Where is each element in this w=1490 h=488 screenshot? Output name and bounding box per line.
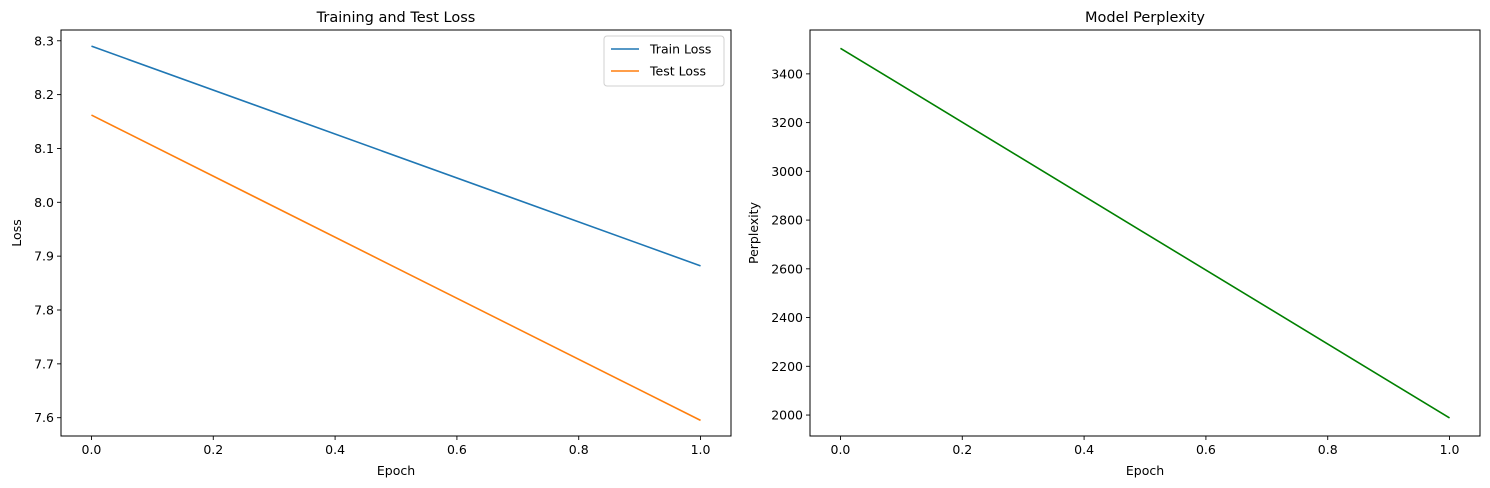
loss-y-tick-label: 8.1: [34, 141, 54, 156]
perplexity-x-tick-label: 0.0: [831, 442, 851, 457]
loss-y-tick-label: 8.2: [34, 87, 54, 102]
perplexity-y-tick-label: 3400: [771, 66, 803, 81]
loss-chart: Training and Test Loss 0.0 0.2 0.4 0.6 0.8 1.…: [9, 10, 732, 478]
loss-y-axis-label: Loss: [9, 219, 24, 246]
loss-line-test-loss: [91, 114, 701, 422]
perplexity-y-tick-label: 2400: [771, 310, 803, 325]
perplexity-y-tick-label: 2600: [771, 261, 803, 276]
perplexity-x-tick-label: 0.6: [1196, 442, 1216, 457]
legend-label-test-loss: Test Loss: [649, 64, 706, 79]
loss-x-tick-label: 0.8: [569, 442, 589, 457]
loss-x-tick-label: 0.4: [325, 442, 345, 457]
perplexity-plot-lines: [840, 47, 1450, 419]
loss-line-train-loss: [91, 45, 701, 267]
loss-y-tick-label: 7.8: [34, 303, 54, 318]
loss-x-tick-label: 1.0: [691, 442, 711, 457]
perplexity-y-tick-label: 2800: [771, 213, 803, 228]
loss-x-ticks: 0.0 0.2 0.4 0.6 0.8 1.0: [82, 436, 711, 457]
perplexity-x-tick-label: 0.8: [1318, 442, 1338, 457]
loss-y-tick-label: 7.6: [34, 410, 54, 425]
perplexity-x-tick-label: 0.4: [1074, 442, 1094, 457]
loss-y-tick-label: 8.0: [34, 195, 54, 210]
perplexity-y-tick-label: 3000: [771, 164, 803, 179]
perplexity-y-tick-label: 2200: [771, 359, 803, 374]
perplexity-y-ticks: 2000 2200 2400 2600 2800 3000 3200 3400: [771, 66, 810, 423]
perplexity-plot-frame: [809, 29, 1481, 437]
loss-chart-title: Training and Test Loss: [316, 10, 476, 26]
loss-plot-frame: [60, 29, 732, 437]
loss-y-ticks: 7.6 7.7 7.8 7.9 8.0 8.1 8.2 8.3: [34, 33, 61, 425]
loss-y-tick-label: 7.9: [34, 249, 54, 264]
perplexity-x-ticks: 0.0 0.2 0.4 0.6 0.8 1.0: [831, 436, 1460, 457]
perplexity-chart: Model Perplexity 0.0 0.2 0.4 0.6 0.8 1.0 2000…: [746, 10, 1481, 478]
perplexity-x-tick-label: 1.0: [1440, 442, 1460, 457]
perplexity-y-tick-label: 2000: [771, 408, 803, 423]
legend-label-train-loss: Train Loss: [649, 42, 711, 57]
perplexity-line-series: [840, 47, 1450, 419]
loss-x-tick-label: 0.6: [447, 442, 467, 457]
perplexity-x-tick-label: 0.2: [952, 442, 972, 457]
loss-y-tick-label: 8.3: [34, 33, 54, 48]
loss-x-tick-label: 0.2: [203, 442, 223, 457]
perplexity-y-axis-label: Perplexity: [746, 201, 761, 264]
loss-legend: Train Loss Test Loss: [603, 35, 725, 87]
loss-x-axis-label: Epoch: [377, 463, 415, 478]
perplexity-x-axis-label: Epoch: [1126, 463, 1164, 478]
loss-y-tick-label: 7.7: [34, 356, 54, 371]
perplexity-chart-title: Model Perplexity: [1085, 10, 1205, 26]
perplexity-y-tick-label: 3200: [771, 115, 803, 130]
loss-x-tick-label: 0.0: [82, 442, 102, 457]
loss-plot-lines: [91, 45, 701, 422]
